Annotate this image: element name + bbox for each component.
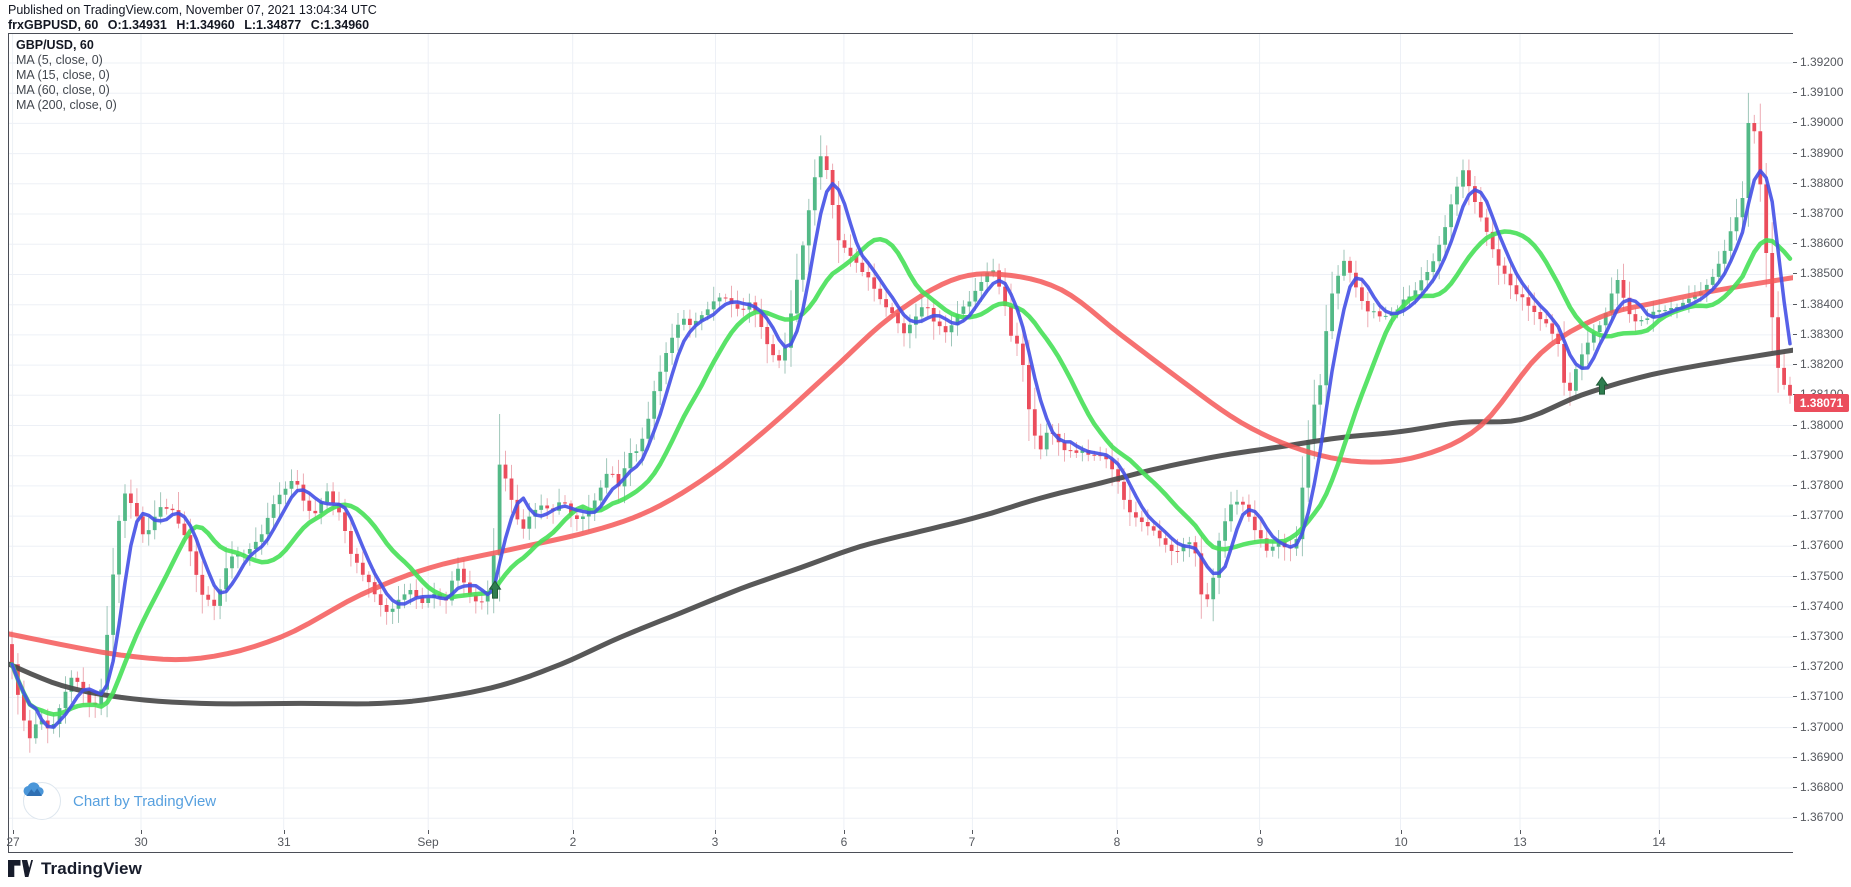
price-tick-label: 1.36900: [1793, 750, 1843, 764]
time-tick: [972, 830, 973, 834]
tradingview-mark-icon: [8, 860, 33, 877]
price-tick-label: 1.39100: [1793, 85, 1843, 99]
ohlc-open: O:1.34931: [107, 18, 167, 32]
price-axis[interactable]: 1.39200 1.39100 1.39000 1.38900 1.38800 1.387…: [1793, 33, 1851, 853]
price-tick-label: 1.37800: [1793, 478, 1843, 492]
time-tick: [13, 830, 14, 834]
time-label-7: 7: [968, 835, 976, 849]
time-label-sep: Sep: [417, 835, 439, 849]
chart-legend: GBP/USD, 60 MA (5, close, 0) MA (15, clo…: [16, 38, 117, 113]
candles-layer[interactable]: [10, 92, 1792, 753]
price-tick-label: 1.37300: [1793, 629, 1843, 643]
time-tick: [1117, 830, 1118, 834]
time-tick: [1520, 830, 1521, 834]
price-tick-label: 1.38500: [1793, 266, 1843, 280]
time-label-9: 9: [1256, 835, 1264, 849]
ohlc-close: C:1.34960: [310, 18, 370, 32]
time-label-8: 8: [1113, 835, 1121, 849]
price-tick-label: 1.36700: [1793, 810, 1843, 824]
price-tick-label: 1.38900: [1793, 146, 1843, 160]
price-tick-label: 1.37900: [1793, 448, 1843, 462]
price-tick-label: 1.38800: [1793, 176, 1843, 190]
chart-plot-area[interactable]: GBP/USD, 60 MA (5, close, 0) MA (15, clo…: [8, 33, 1794, 831]
legend-ma15[interactable]: MA (15, close, 0): [16, 68, 110, 82]
price-tick-label: 1.36800: [1793, 780, 1843, 794]
last-price-label: 1.38071: [1794, 394, 1849, 412]
price-tick-label: 1.37100: [1793, 689, 1843, 703]
buy-arrow-marker[interactable]: [1595, 376, 1609, 395]
price-tick-label: 1.37200: [1793, 659, 1843, 673]
ma5-line[interactable]: [10, 169, 1792, 729]
price-tick-label: 1.37600: [1793, 538, 1843, 552]
time-label-3: 3: [711, 835, 719, 849]
candlestick-chart[interactable]: [9, 34, 1793, 830]
time-tick: [1260, 830, 1261, 834]
price-tick-label: 1.38200: [1793, 357, 1843, 371]
price-tick-label: 1.38600: [1793, 236, 1843, 250]
time-tick: [715, 830, 716, 834]
time-tick: [1401, 830, 1402, 834]
ma60-line[interactable]: [9, 271, 1793, 663]
time-tick: [141, 830, 142, 834]
time-tick: [844, 830, 845, 834]
legend-ma5[interactable]: MA (5, close, 0): [16, 53, 103, 67]
price-tick-label: 1.37000: [1793, 720, 1843, 734]
buy-arrow-marker[interactable]: [488, 580, 502, 599]
legend-ma200[interactable]: MA (200, close, 0): [16, 98, 117, 112]
time-axis[interactable]: 27 30 31 Sep 2 3 6 7 8 9 10 13 14: [6, 830, 1794, 853]
ma200-line[interactable]: [9, 347, 1793, 707]
published-line: Published on TradingView.com, November 0…: [8, 3, 377, 17]
ohlc-low: L:1.34877: [244, 18, 302, 32]
price-tick-label: 1.38400: [1793, 297, 1843, 311]
tradingview-logo[interactable]: TradingView: [8, 859, 142, 879]
symbol-ohlc-line: frxGBPUSD, 60 O:1.34931 H:1.34960 L:1.34…: [8, 18, 375, 32]
price-tick-label: 1.39000: [1793, 115, 1843, 129]
symbol-name: frxGBPUSD, 60: [8, 18, 99, 32]
time-tick: [1659, 830, 1660, 834]
time-label-27: 27: [6, 835, 20, 849]
price-tick-label: 1.38000: [1793, 418, 1843, 432]
price-tick-label: 1.39200: [1793, 55, 1843, 69]
time-label-31: 31: [277, 835, 291, 849]
time-label-6: 6: [840, 835, 848, 849]
time-label-10: 10: [1394, 835, 1408, 849]
price-tick-label: 1.37400: [1793, 599, 1843, 613]
brand-label: TradingView: [41, 859, 142, 878]
time-label-30: 30: [134, 835, 148, 849]
legend-symbol[interactable]: GBP/USD, 60: [16, 38, 94, 52]
price-tick-label: 1.38300: [1793, 327, 1843, 341]
ma15-line[interactable]: [9, 229, 1793, 717]
time-tick: [428, 830, 429, 834]
gridlines: [9, 34, 1793, 830]
price-tick-label: 1.37500: [1793, 569, 1843, 583]
legend-ma60[interactable]: MA (60, close, 0): [16, 83, 110, 97]
time-label-2: 2: [569, 835, 577, 849]
time-tick: [573, 830, 574, 834]
ohlc-high: H:1.34960: [176, 18, 235, 32]
time-tick: [284, 830, 285, 834]
price-tick-label: 1.38700: [1793, 206, 1843, 220]
footer-bar: TradingView: [0, 853, 1851, 887]
price-tick-label: 1.37700: [1793, 508, 1843, 522]
time-label-13: 13: [1513, 835, 1527, 849]
time-label-14: 14: [1652, 835, 1666, 849]
watermark-link[interactable]: Chart by TradingView: [23, 782, 216, 820]
tradingview-cloud-icon: [23, 782, 61, 820]
watermark-label: Chart by TradingView: [73, 792, 217, 810]
